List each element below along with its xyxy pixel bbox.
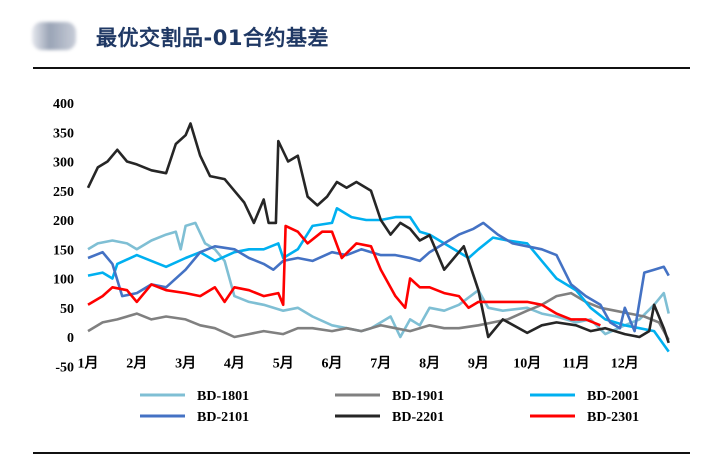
x-tick-label: 4月: [224, 355, 245, 371]
legend-label: BD-2301: [587, 410, 639, 425]
y-tick-label: 100: [53, 273, 74, 288]
top-divider: [33, 67, 690, 69]
y-tick-label: 0: [67, 331, 74, 346]
y-tick-label: 250: [53, 185, 74, 200]
x-tick-label: 7月: [370, 355, 391, 371]
y-tick-label: 150: [53, 243, 74, 258]
legend-label: BD-1801: [197, 389, 249, 404]
x-tick-label: 5月: [273, 355, 294, 371]
legend-label: BD-2101: [197, 410, 249, 425]
y-tick-label: 200: [53, 214, 74, 229]
y-tick-label: 350: [53, 126, 74, 141]
legend-label: BD-1901: [392, 389, 444, 404]
x-tick-label: 3月: [175, 355, 196, 371]
series-line-bd-2301: [87, 224, 601, 327]
bottom-divider: [33, 452, 690, 454]
x-tick-label: 8月: [419, 355, 440, 371]
x-tick-label: 9月: [468, 355, 489, 371]
series-line-bd-2201: [86, 122, 670, 344]
legend-label: BD-2201: [392, 410, 444, 425]
legend-label: BD-2001: [587, 389, 639, 404]
y-tick-label: 50: [60, 302, 74, 317]
x-tick-label: 1月: [78, 355, 99, 371]
x-tick-label: 10月: [513, 355, 541, 371]
x-tick-label: 6月: [322, 355, 343, 371]
series-line-bd-2001: [87, 207, 670, 353]
x-tick-label: 2月: [126, 355, 147, 371]
x-tick-label: 11月: [562, 355, 589, 371]
y-tick-label: -50: [55, 360, 74, 375]
page-title: 最优交割品-01合约基差: [96, 26, 329, 50]
y-tick-label: 300: [53, 156, 74, 171]
series-line-bd-1901: [87, 291, 670, 341]
x-tick-label: 12月: [611, 355, 639, 371]
series-line-bd-2101: [87, 221, 670, 333]
logo: [32, 22, 76, 50]
y-tick-label: 400: [53, 97, 74, 112]
